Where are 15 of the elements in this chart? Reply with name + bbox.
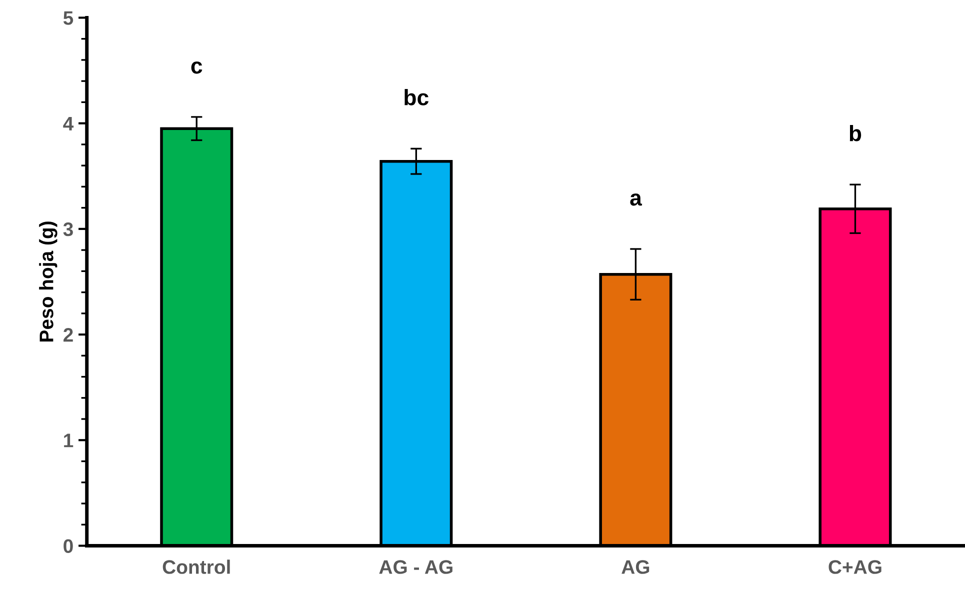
x-tick-label: C+AG (828, 560, 882, 574)
y-tick-label: 5 (63, 11, 74, 25)
x-tick-label: AG - AG (379, 560, 452, 574)
y-tick-label: 2 (64, 328, 73, 342)
annotation: a (630, 194, 642, 206)
annotation: bc (404, 89, 428, 106)
annotation: b (850, 124, 862, 142)
y-tick-label: 0 (64, 539, 73, 553)
x-tick-label: AG (622, 560, 650, 574)
x-tick-label: Control (162, 560, 230, 574)
y-tick-label: 4 (63, 116, 74, 130)
y-axis-title: Peso hoja (g) (39, 222, 58, 342)
annotation: c (191, 62, 202, 74)
y-tick-label: 1 (64, 434, 74, 448)
y-tick-label: 3 (63, 222, 73, 236)
